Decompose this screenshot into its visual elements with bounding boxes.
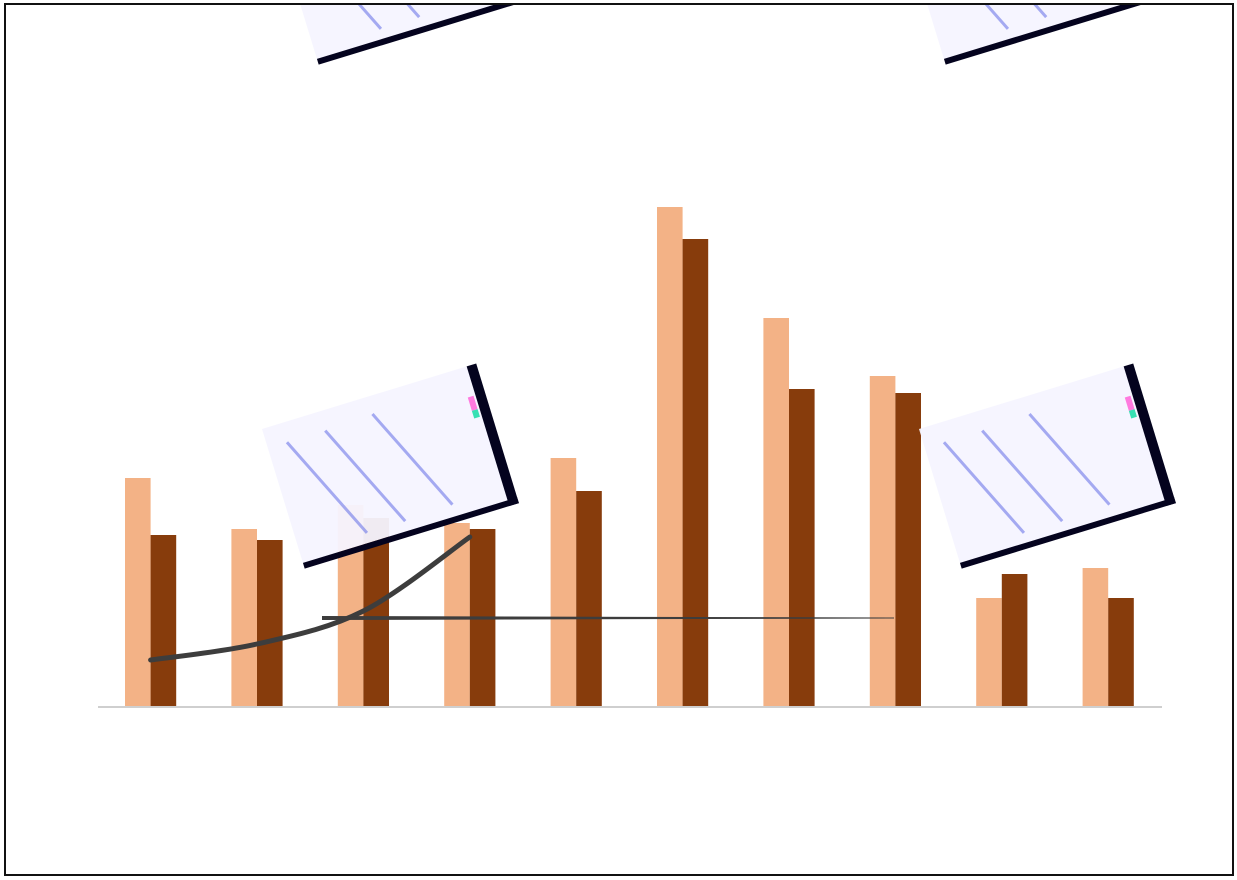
bar-series2-2: [257, 540, 283, 706]
bar-series1-9: [976, 598, 1002, 706]
watermark-panel-top-right: [903, 5, 1160, 65]
bar-series1-10: [1082, 568, 1109, 706]
watermark-panel-top-left: [276, 5, 533, 65]
bar-series1-6: [657, 207, 683, 706]
bar-series2-6: [682, 239, 709, 706]
reference-line: [322, 616, 894, 620]
bar-series2-8: [895, 393, 921, 706]
bar-group: [125, 207, 1134, 706]
bar-series1-5: [550, 458, 577, 706]
chart-frame: [4, 3, 1234, 876]
watermark-panel-left: [262, 363, 519, 569]
bar-chart: [98, 5, 1176, 708]
overlay-line: [148, 534, 473, 663]
bar-series1-2: [231, 529, 257, 706]
line-group: [148, 534, 894, 663]
bar-series2-10: [1108, 598, 1134, 706]
bar-series2-5: [576, 491, 602, 706]
bar-series2-7: [789, 389, 815, 706]
bar-series2-1: [150, 535, 177, 706]
bar-series2-9: [1001, 574, 1028, 706]
bar-series1-1: [125, 478, 151, 706]
watermark-group: [262, 5, 1176, 569]
bar-series1-7: [763, 318, 789, 706]
watermark-panel-right: [919, 363, 1176, 569]
bar-series1-8: [869, 376, 896, 706]
